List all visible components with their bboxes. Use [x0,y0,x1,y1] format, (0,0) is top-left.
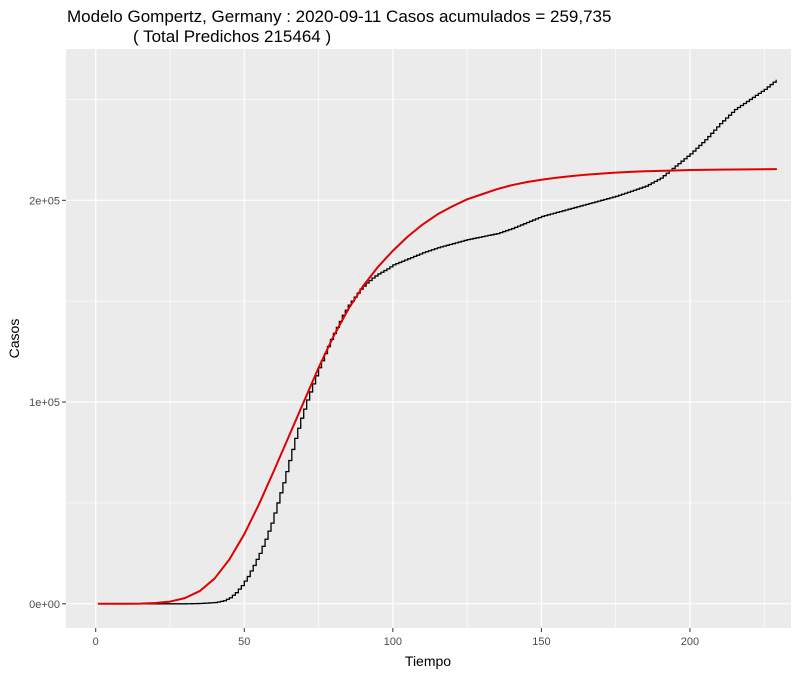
x-tick-label: 0 [93,636,99,648]
y-tick-label: 2e+05 [29,195,60,207]
chart-title: Modelo Gompertz, Germany : 2020-09-11 Ca… [67,7,611,26]
ticks-layer: 0 50 100 150 200 0e+00 1e+05 2e+05 [29,195,699,648]
x-tick-label: 200 [681,636,699,648]
grid-minor [66,49,791,628]
chart-subtitle: ( Total Predichos 215464 ) [133,27,331,46]
x-tick-label: 150 [532,636,550,648]
y-tick-label: 1e+05 [29,397,60,409]
x-tick-label: 50 [238,636,250,648]
predicted-gompertz-line [97,168,778,605]
x-axis-title: Tiempo [405,653,451,669]
x-tick-label: 100 [384,636,402,648]
y-axis-title: Casos [6,319,22,359]
y-tick-label: 0e+00 [29,599,60,611]
series-layer [97,79,778,605]
plot-panel [66,49,791,628]
